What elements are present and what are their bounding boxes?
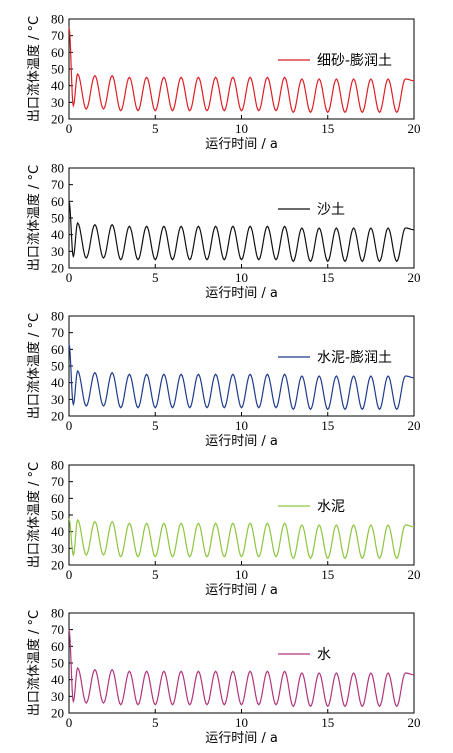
y-axis-label: 出口流体温度 / °C — [26, 16, 42, 122]
x-axis-label: 运行时间 / a — [205, 731, 278, 746]
plot-frame — [68, 315, 415, 417]
x-tick-label: 0 — [66, 270, 73, 285]
y-tick-label: 70 — [51, 177, 64, 192]
x-tick-label: 5 — [152, 121, 159, 136]
plot-frame — [68, 18, 415, 120]
y-tick-label: 20 — [51, 261, 64, 276]
x-tick-label: 10 — [235, 567, 248, 582]
y-tick-label: 60 — [51, 491, 64, 506]
series-line — [68, 629, 415, 708]
x-tick-label: 10 — [235, 715, 248, 730]
y-tick-label: 40 — [51, 672, 64, 687]
y-tick-label: 30 — [51, 392, 64, 407]
legend-label: 水泥 — [317, 499, 345, 515]
x-tick-label: 15 — [321, 270, 334, 285]
x-tick-label: 0 — [66, 418, 73, 433]
x-tick-label: 0 — [66, 567, 73, 582]
plot-frame — [68, 167, 415, 269]
y-tick-label: 30 — [51, 689, 64, 704]
y-axis-label: 出口流体温度 / °C — [26, 462, 42, 568]
x-tick-label: 15 — [321, 418, 334, 433]
y-tick-label: 70 — [51, 325, 64, 340]
legend-label: 水泥-膨润土 — [317, 349, 392, 366]
x-tick-label: 10 — [235, 121, 248, 136]
y-tick-label: 30 — [51, 95, 64, 110]
x-tick-label: 20 — [408, 418, 421, 433]
legend-label: 细砂-膨润土 — [317, 52, 392, 69]
x-tick-label: 15 — [321, 567, 334, 582]
x-tick-label: 5 — [152, 567, 159, 582]
x-tick-label: 20 — [408, 121, 421, 136]
series-line — [68, 27, 415, 114]
y-tick-label: 80 — [51, 458, 64, 473]
y-tick-label: 50 — [51, 508, 64, 523]
y-tick-label: 60 — [51, 639, 64, 654]
y-tick-label: 70 — [51, 28, 64, 43]
x-tick-label: 0 — [66, 121, 73, 136]
y-tick-label: 50 — [51, 656, 64, 671]
y-tick-label: 20 — [51, 112, 64, 127]
y-tick-label: 80 — [51, 606, 64, 621]
legend-label: 水 — [317, 647, 331, 663]
x-tick-label: 15 — [321, 715, 334, 730]
y-tick-label: 30 — [51, 541, 64, 556]
x-tick-label: 0 — [66, 715, 73, 730]
x-tick-label: 5 — [152, 418, 159, 433]
y-tick-label: 60 — [51, 342, 64, 357]
y-tick-label: 20 — [51, 706, 64, 721]
x-tick-label: 20 — [408, 567, 421, 582]
y-tick-label: 40 — [51, 375, 64, 390]
x-axis-label: 运行时间 / a — [205, 137, 278, 152]
x-axis-label: 运行时间 / a — [205, 583, 278, 598]
plot-frame — [68, 464, 415, 566]
series-line — [68, 344, 415, 411]
y-tick-label: 60 — [51, 194, 64, 209]
y-tick-label: 40 — [51, 524, 64, 539]
y-tick-label: 50 — [51, 359, 64, 374]
x-tick-label: 10 — [235, 418, 248, 433]
series-line — [68, 518, 415, 560]
y-tick-label: 20 — [51, 558, 64, 573]
y-tick-label: 80 — [51, 309, 64, 324]
x-tick-label: 15 — [321, 121, 334, 136]
x-tick-label: 20 — [408, 270, 421, 285]
y-axis-label: 出口流体温度 / °C — [26, 610, 42, 716]
x-axis-label: 运行时间 / a — [205, 286, 278, 301]
series-line — [68, 201, 415, 263]
y-tick-label: 50 — [51, 211, 64, 226]
y-axis-label: 出口流体温度 / °C — [26, 313, 42, 419]
x-tick-label: 5 — [152, 270, 159, 285]
y-tick-label: 70 — [51, 622, 64, 637]
y-axis-label: 出口流体温度 / °C — [26, 165, 42, 271]
y-tick-label: 50 — [51, 62, 64, 77]
x-tick-label: 10 — [235, 270, 248, 285]
x-axis-label: 运行时间 / a — [205, 434, 278, 449]
x-tick-label: 20 — [408, 715, 421, 730]
plot-frame — [68, 612, 415, 714]
x-tick-label: 5 — [152, 715, 159, 730]
y-tick-label: 80 — [51, 12, 64, 27]
y-tick-label: 40 — [51, 78, 64, 93]
legend-label: 沙土 — [317, 202, 345, 218]
y-tick-label: 30 — [51, 244, 64, 259]
y-tick-label: 60 — [51, 45, 64, 60]
y-tick-label: 70 — [51, 474, 64, 489]
y-tick-label: 40 — [51, 227, 64, 242]
y-tick-label: 80 — [51, 161, 64, 176]
y-tick-label: 20 — [51, 409, 64, 424]
